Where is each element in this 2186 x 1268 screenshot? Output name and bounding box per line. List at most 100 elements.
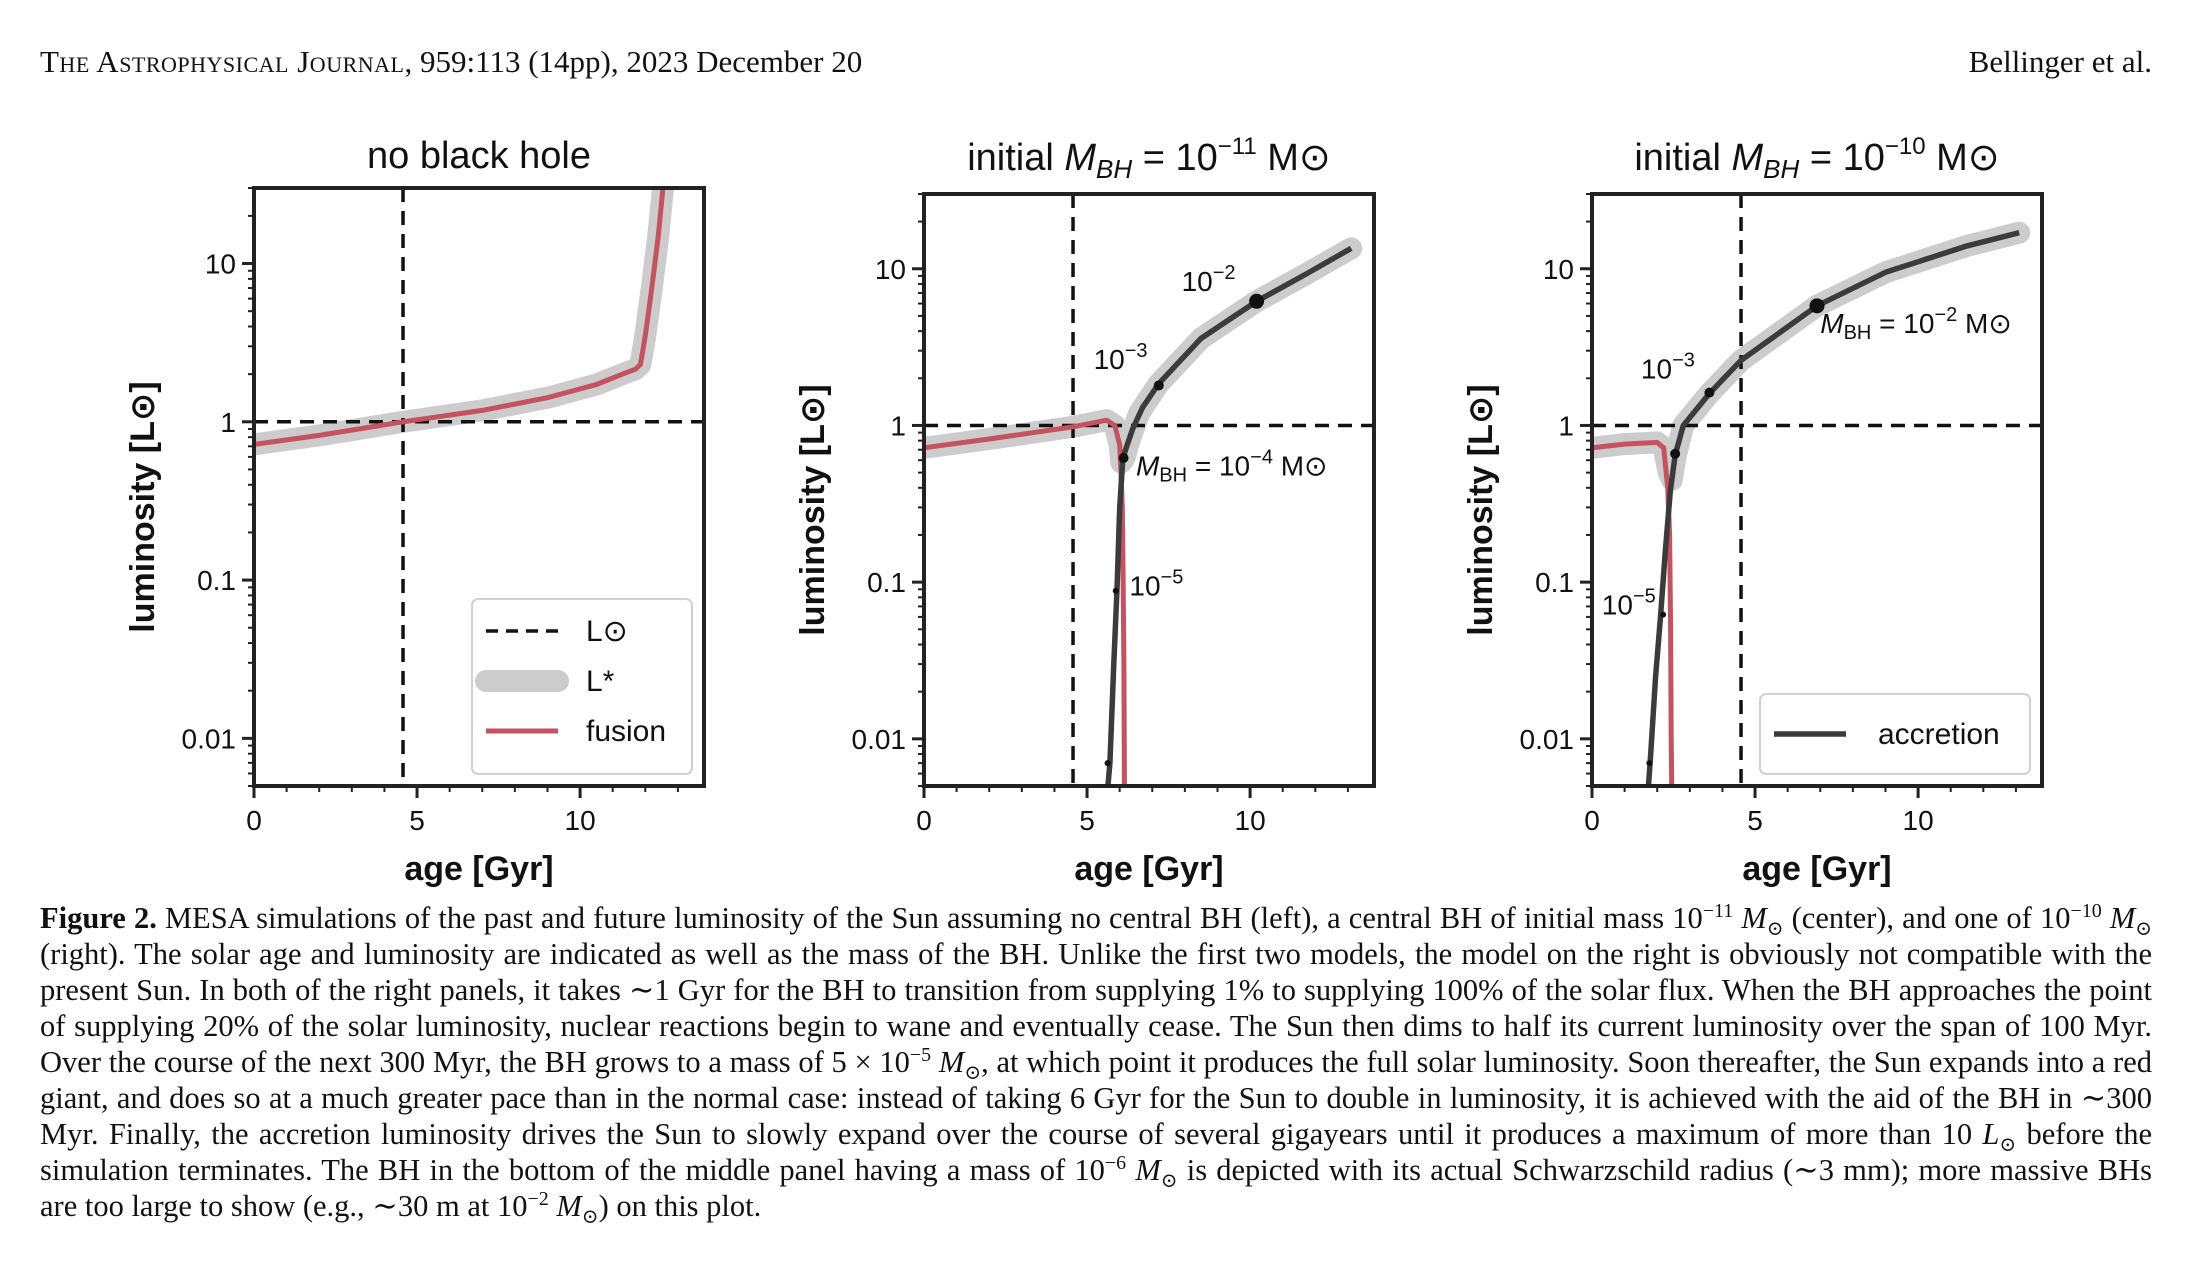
x-axis-label: age [Gyr]	[404, 850, 553, 888]
x-tick-label: 10	[1235, 805, 1266, 836]
legend-label: accretion	[1878, 718, 2000, 751]
bh-mass-marker	[1660, 611, 1667, 618]
x-axis-label: age [Gyr]	[1074, 850, 1223, 888]
legend: L⊙ L* fusion	[471, 598, 693, 775]
bh-mass-annotation: MBH = 10−2 M⊙	[1820, 304, 2012, 344]
bh-mass-marker	[1809, 298, 1825, 314]
caption-exp: −6	[1104, 1151, 1127, 1174]
caption-label: Figure 2.	[40, 901, 157, 935]
caption-sun-symbol: ⊙	[581, 1206, 599, 1229]
caption-sym: M	[2101, 901, 2136, 935]
caption-exp: −2	[527, 1187, 549, 1210]
figure-2: 0 5 10 0.01 0.1 1 10 age [Gyr] luminosity [L⊙] no…	[0, 118, 2186, 898]
caption-sun-symbol: ⊙	[1160, 1170, 1178, 1193]
y-tick-label: 0.01	[1520, 724, 1575, 755]
legend-label: fusion	[586, 715, 666, 748]
y-axis-label: luminosity [L⊙]	[794, 384, 832, 635]
bh-mass-marker	[1249, 293, 1265, 309]
chart-panel-3: 0 5 10 0.01 0.1 1 10 age [Gyr] luminosity [L⊙] in…	[1462, 133, 2044, 888]
caption-text: (right). The solar age and luminosity ar…	[40, 937, 2152, 1079]
caption-sym: L	[1982, 1117, 2000, 1151]
bh-mass-marker	[1670, 448, 1681, 459]
legend-box	[1759, 693, 2031, 775]
caption-text: before the simulation terminates. The BH…	[40, 1117, 2152, 1187]
bh-mass-marker	[1118, 452, 1129, 463]
x-tick-label: 5	[1079, 805, 1095, 836]
y-tick-label: 1	[220, 407, 236, 438]
plot-area	[1592, 194, 2042, 786]
journal-volume-date: , 959:113 (14pp), 2023 December 20	[404, 44, 863, 79]
journal-name: The Astrophysical Journal	[40, 44, 405, 79]
caption-sym: M	[548, 1189, 582, 1223]
caption-sun-symbol: ⊙	[1999, 1134, 2017, 1157]
journal-citation: The Astrophysical Journal, 959:113 (14pp…	[40, 44, 862, 80]
bh-mass-marker	[1153, 380, 1164, 391]
caption-sym: M	[1733, 901, 1767, 935]
bh-mass-annotation: 10−5	[1129, 567, 1183, 602]
y-axis-label: luminosity [L⊙]	[124, 381, 162, 632]
y-tick-label: 10	[1543, 254, 1574, 285]
bh-mass-annotation: 10−2	[1182, 262, 1236, 297]
axes-frame	[922, 192, 1376, 788]
y-tick-label: 0.1	[1535, 567, 1574, 598]
caption-text: MESA simulations of the past and future …	[164, 901, 1703, 935]
bh-mass-marker	[1112, 587, 1119, 594]
caption-text: is depicted with its actual Schwarzschil…	[40, 1153, 2152, 1223]
bh-mass-marker	[1704, 387, 1715, 398]
x-tick-label: 10	[1903, 805, 1934, 836]
y-axis-label: luminosity [L⊙]	[1462, 384, 1500, 635]
y-tick-label: 10	[205, 249, 236, 280]
fusion-line	[924, 417, 1127, 786]
total-luminosity-band	[254, 188, 675, 456]
panel-title: initial MBH = 10−11 M⊙	[967, 133, 1331, 184]
bh-mass-annotation: 10−5	[1602, 586, 1656, 621]
caption-sun-symbol: ⊙	[964, 1062, 982, 1085]
y-tick-label: 10	[875, 254, 906, 285]
caption-sun-symbol: ⊙	[1766, 918, 1784, 941]
x-tick-label: 0	[916, 805, 932, 836]
panel-title: initial MBH = 10−10 M⊙	[1634, 133, 1999, 184]
axes-frame	[1590, 192, 2044, 788]
panel-title: no black hole	[367, 135, 591, 177]
running-authors: Bellinger et al.	[1968, 44, 2152, 79]
caption-sym: M	[931, 1045, 965, 1079]
x-tick-label: 0	[246, 805, 262, 836]
plot-area	[924, 194, 1374, 786]
x-tick-label: 5	[409, 805, 425, 836]
caption-sym: M	[1126, 1153, 1161, 1187]
bh-mass-marker	[1104, 760, 1111, 767]
x-axis-label: age [Gyr]	[1742, 850, 1891, 888]
caption-exp: −5	[909, 1043, 932, 1066]
y-tick-label: 0.1	[197, 565, 236, 596]
y-tick-label: 0.01	[852, 724, 907, 755]
plot-area	[254, 188, 704, 786]
legend-label: L*	[586, 665, 615, 698]
y-tick-label: 0.1	[867, 567, 906, 598]
bh-mass-annotation: MBH = 10−4 M⊙	[1136, 446, 1328, 486]
fusion-line	[254, 188, 666, 447]
caption-sun-symbol: ⊙	[2135, 918, 2153, 941]
legend-label: L⊙	[586, 615, 628, 648]
caption-exp: −10	[2070, 899, 2102, 922]
y-tick-label: 0.01	[182, 723, 237, 754]
y-tick-label: 1	[1558, 410, 1574, 441]
caption-text: , at which point it produces the full so…	[40, 1045, 2152, 1151]
running-header: The Astrophysical Journal, 959:113 (14pp…	[40, 44, 2152, 88]
fusion-line	[1592, 439, 1675, 786]
caption-exp: −11	[1702, 899, 1734, 922]
x-tick-label: 0	[1584, 805, 1600, 836]
chart-panel-2: 0 5 10 0.01 0.1 1 10 age [Gyr] luminosity [L⊙] in…	[794, 133, 1376, 888]
axes-frame	[252, 186, 706, 788]
y-tick-label: 1	[890, 410, 906, 441]
bh-mass-marker	[1646, 760, 1653, 767]
accretion-line	[1645, 230, 2020, 786]
figure-caption: Figure 2. MESA simulations of the past a…	[40, 899, 2153, 1227]
x-tick-label: 5	[1747, 805, 1763, 836]
legend: accretion	[1759, 693, 2031, 775]
accretion-line	[1105, 245, 1353, 786]
chart-panel-1: 0 5 10 0.01 0.1 1 10 age [Gyr] luminosity [L⊙] no…	[124, 135, 706, 888]
caption-text: ) on this plot.	[598, 1189, 762, 1223]
caption-text: (center), and one of 10	[1783, 901, 2071, 935]
bh-mass-annotation: 10−3	[1641, 349, 1695, 384]
